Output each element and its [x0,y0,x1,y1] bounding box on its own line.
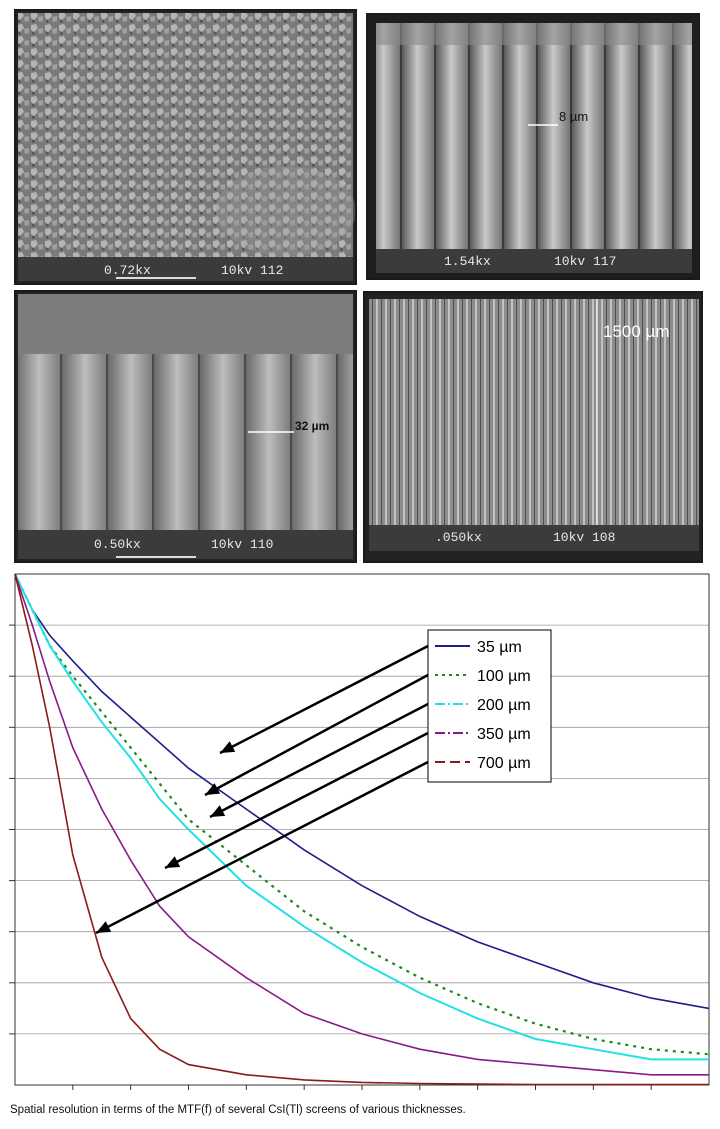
micrograph-fibers: 1500 µm .050kx 10kv 108 [369,299,699,551]
arrow-line [219,644,429,755]
micrograph-grains: 0.72kx 10kv 112 [18,13,355,281]
arrow-line [209,702,429,819]
series-line [14,573,710,1010]
legend-label: 700 µm [477,755,531,772]
mtf-chart: 35 µm 100 µm 200 µm 350 µm 700 µm [9,573,710,1090]
sem-panel-3: 32 µm 0.50kx 10kv 110 [14,290,357,563]
sem-panel-4: 1500 µm .050kx 10kv 108 [363,291,703,563]
arrow-line [204,673,429,797]
magnification-label: 0.50kx [94,537,141,552]
magnification-label: .050kx [435,530,482,545]
legend-label: 100 µm [477,668,531,685]
magnification-label: 1.54kx [444,254,491,269]
chart-grid [9,624,709,1090]
series-line [14,573,710,1056]
arrow-line [95,760,429,935]
legend-arrows [95,644,429,935]
scale-label: 32 µm [295,419,329,433]
voltage-label: 10kv 110 [211,537,273,552]
sem-panel-2: 8 µm 1.54kx 10kv 117 [366,13,700,280]
sem-panel-1: 0.72kx 10kv 112 [14,9,357,285]
series-line [14,573,709,1086]
arrow-head [220,741,236,753]
scale-label: 1500 µm [603,322,670,341]
micrograph-columns: 8 µm 1.54kx 10kv 117 [376,23,692,273]
voltage-label: 10kv 108 [553,530,615,545]
series-line [14,573,709,1061]
arrow-head [210,805,226,817]
arrow-head [165,856,181,868]
legend-box [427,629,552,783]
arrow-line [164,731,429,870]
voltage-label: 10kv 117 [554,254,616,269]
legend: 35 µm 100 µm 200 µm 350 µm 700 µm [427,629,552,783]
legend-label: 200 µm [477,697,531,714]
legend-label: 350 µm [477,726,531,743]
micrograph-columns: 32 µm 0.50kx 10kv 110 [18,294,353,559]
plot-area [14,573,710,1086]
arrow-head [96,921,112,933]
figure-caption: Spatial resolution in terms of the MTF(f… [10,1104,466,1116]
arrow-head [205,783,221,795]
magnification-label: 0.72kx [104,263,151,278]
voltage-label: 10kv 112 [221,263,283,278]
legend-label: 35 µm [477,639,522,656]
series-line [14,573,709,1076]
series-lines [14,573,710,1086]
scale-label: 8 µm [559,109,588,124]
